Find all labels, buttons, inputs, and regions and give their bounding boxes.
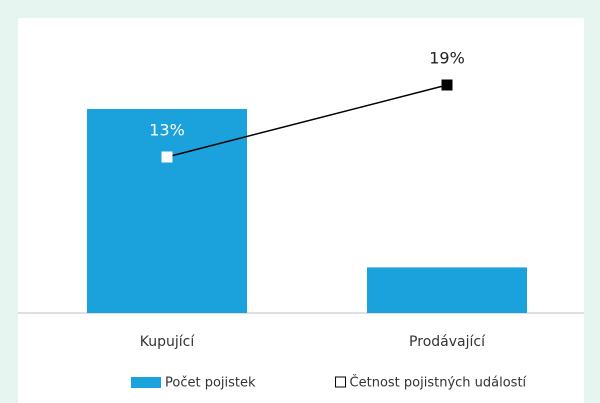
line xyxy=(166,84,448,158)
data-label: 13% xyxy=(149,121,185,140)
bar xyxy=(87,109,247,313)
legend-swatch xyxy=(335,376,347,388)
legend-label: Počet pojistek xyxy=(165,376,256,391)
marker xyxy=(161,151,173,163)
x-tick-label: Prodávající xyxy=(409,334,486,350)
bar xyxy=(367,267,527,313)
data-label: 19% xyxy=(429,49,465,68)
x-tick-label: Kupující xyxy=(140,334,196,350)
marker xyxy=(441,79,453,91)
legend-label: Četnost pojistných událostí xyxy=(350,375,527,391)
legend-swatch xyxy=(131,377,161,388)
